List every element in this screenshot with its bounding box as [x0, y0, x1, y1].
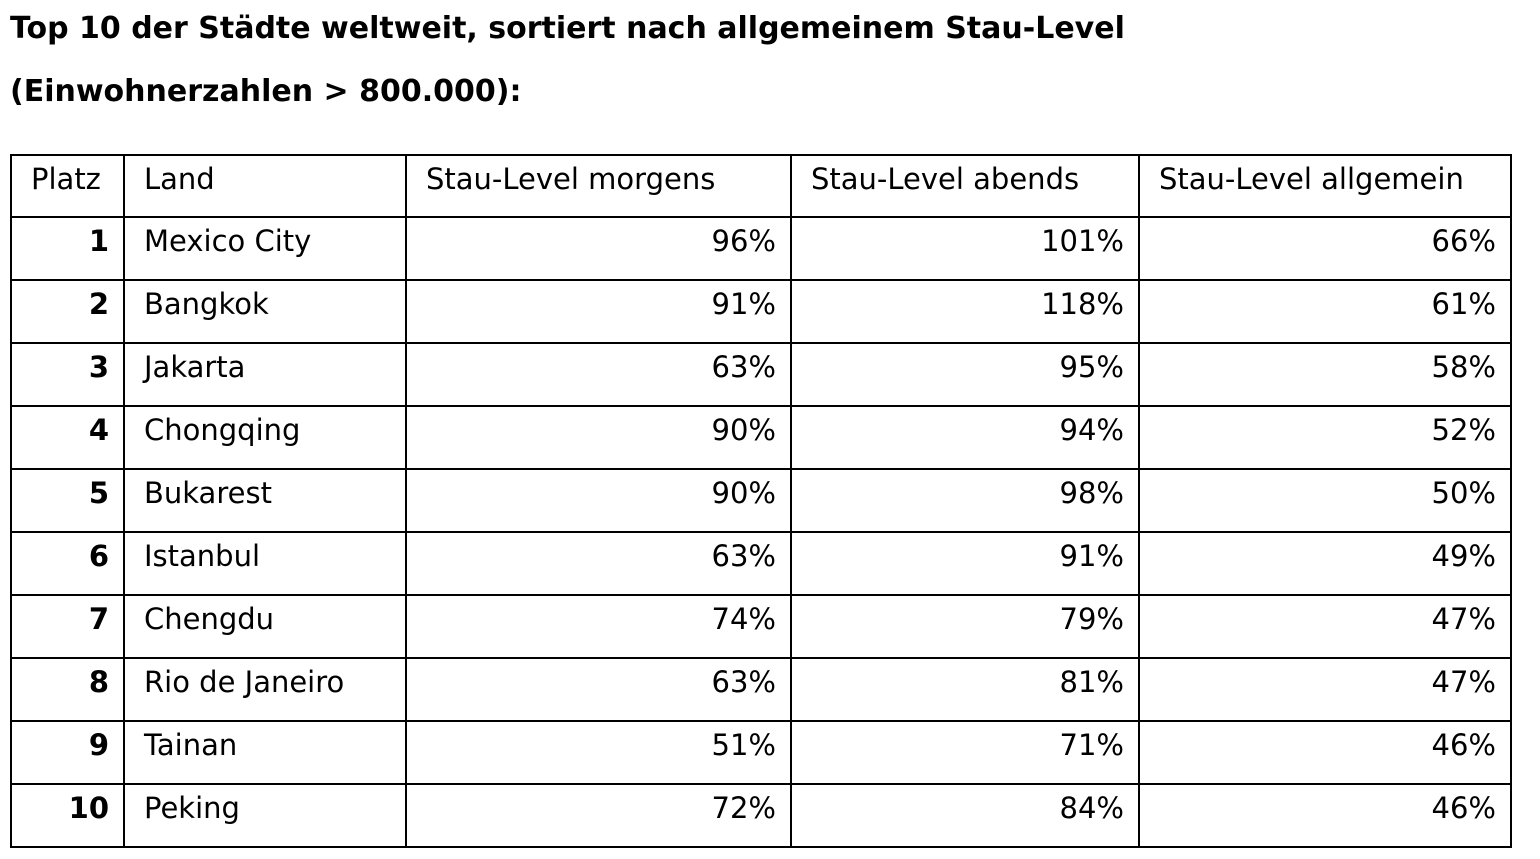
morning-cell: 63% [405, 342, 792, 407]
table-row: 7 Chengdu 74% 79% 47% [10, 594, 1512, 659]
table-row: 10 Peking 72% 84% 46% [10, 783, 1512, 848]
evening-cell: 79% [790, 594, 1140, 659]
congestion-table: Platz Land Stau-Level morgens Stau-Level… [10, 154, 1512, 848]
evening-cell: 94% [790, 405, 1140, 470]
table-body: 1 Mexico City 96% 101% 66% 2 Bangkok 91%… [10, 216, 1512, 848]
rank-cell: 9 [10, 720, 125, 785]
column-header-abends: Stau-Level abends [790, 154, 1140, 218]
evening-cell: 98% [790, 468, 1140, 533]
column-header-platz: Platz [10, 154, 125, 218]
evening-cell: 91% [790, 531, 1140, 596]
overall-cell: 47% [1138, 657, 1512, 722]
city-cell: Jakarta [123, 342, 407, 407]
evening-cell: 101% [790, 216, 1140, 281]
table-row: 3 Jakarta 63% 95% 58% [10, 342, 1512, 407]
rank-cell: 4 [10, 405, 125, 470]
city-cell: Tainan [123, 720, 407, 785]
table-row: 8 Rio de Janeiro 63% 81% 47% [10, 657, 1512, 722]
city-cell: Bangkok [123, 279, 407, 344]
city-cell: Rio de Janeiro [123, 657, 407, 722]
table-header-row: Platz Land Stau-Level morgens Stau-Level… [10, 154, 1512, 218]
rank-cell: 1 [10, 216, 125, 281]
table-row: 6 Istanbul 63% 91% 49% [10, 531, 1512, 596]
rank-cell: 10 [10, 783, 125, 848]
overall-cell: 46% [1138, 720, 1512, 785]
morning-cell: 90% [405, 405, 792, 470]
morning-cell: 90% [405, 468, 792, 533]
morning-cell: 72% [405, 783, 792, 848]
document-title-line2: (Einwohnerzahlen > 800.000): [10, 74, 522, 109]
overall-cell: 49% [1138, 531, 1512, 596]
overall-cell: 58% [1138, 342, 1512, 407]
table-row: 2 Bangkok 91% 118% 61% [10, 279, 1512, 344]
evening-cell: 71% [790, 720, 1140, 785]
rank-cell: 3 [10, 342, 125, 407]
morning-cell: 96% [405, 216, 792, 281]
evening-cell: 95% [790, 342, 1140, 407]
city-cell: Istanbul [123, 531, 407, 596]
overall-cell: 47% [1138, 594, 1512, 659]
city-cell: Mexico City [123, 216, 407, 281]
morning-cell: 63% [405, 531, 792, 596]
overall-cell: 66% [1138, 216, 1512, 281]
column-header-allgemein: Stau-Level allgemein [1138, 154, 1512, 218]
overall-cell: 46% [1138, 783, 1512, 848]
morning-cell: 63% [405, 657, 792, 722]
column-header-land: Land [123, 154, 407, 218]
rank-cell: 5 [10, 468, 125, 533]
morning-cell: 91% [405, 279, 792, 344]
city-cell: Chongqing [123, 405, 407, 470]
table-row: 9 Tainan 51% 71% 46% [10, 720, 1512, 785]
city-cell: Peking [123, 783, 407, 848]
rank-cell: 7 [10, 594, 125, 659]
city-cell: Chengdu [123, 594, 407, 659]
overall-cell: 52% [1138, 405, 1512, 470]
city-cell: Bukarest [123, 468, 407, 533]
evening-cell: 84% [790, 783, 1140, 848]
document-title-line1: Top 10 der Städte weltweit, sortiert nac… [10, 11, 1125, 46]
rank-cell: 8 [10, 657, 125, 722]
rank-cell: 2 [10, 279, 125, 344]
rank-cell: 6 [10, 531, 125, 596]
morning-cell: 51% [405, 720, 792, 785]
table-row: 5 Bukarest 90% 98% 50% [10, 468, 1512, 533]
overall-cell: 50% [1138, 468, 1512, 533]
table-row: 4 Chongqing 90% 94% 52% [10, 405, 1512, 470]
overall-cell: 61% [1138, 279, 1512, 344]
evening-cell: 81% [790, 657, 1140, 722]
evening-cell: 118% [790, 279, 1140, 344]
column-header-morgens: Stau-Level morgens [405, 154, 792, 218]
table-row: 1 Mexico City 96% 101% 66% [10, 216, 1512, 281]
morning-cell: 74% [405, 594, 792, 659]
